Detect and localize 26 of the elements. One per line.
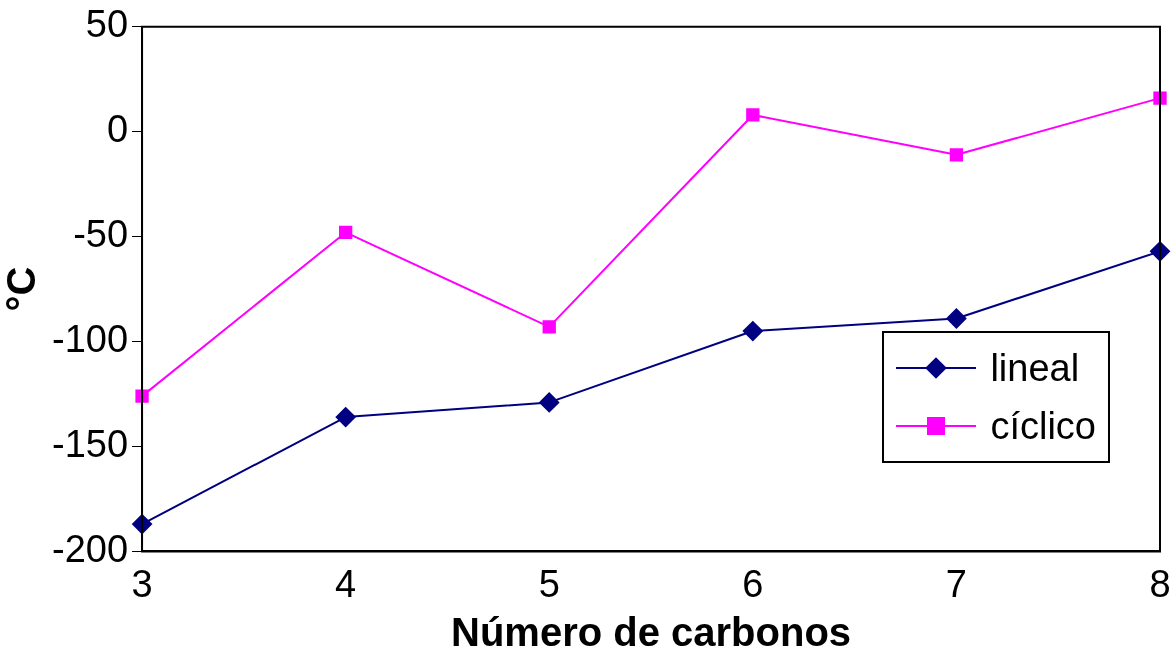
x-axis-title: Número de carbonos (450, 610, 852, 655)
y-tick-label: -100 (51, 318, 129, 361)
point (1153, 91, 1167, 105)
y-tick-label: 50 (85, 3, 129, 46)
y-tick-label: -200 (51, 527, 129, 570)
point (746, 108, 760, 122)
point (542, 320, 556, 334)
point (949, 148, 964, 162)
point (539, 392, 560, 413)
x-tick-label: 5 (538, 562, 560, 605)
point (742, 321, 763, 342)
legend-label: lineal (990, 346, 1080, 390)
x-tick-label: 6 (742, 562, 764, 605)
y-axis-title: °C (0, 266, 44, 312)
x-tick-label: 3 (131, 562, 153, 605)
x-tick-label: 8 (1149, 562, 1171, 605)
x-tick-label: 7 (945, 562, 967, 605)
y-tick-label: 0 (106, 108, 129, 151)
y-tick-label: -150 (51, 422, 129, 465)
point (135, 389, 149, 403)
point (338, 225, 353, 240)
point (335, 407, 356, 428)
x-tick-label: 4 (335, 562, 357, 605)
y-tick-label: -50 (73, 213, 129, 256)
point (946, 308, 967, 329)
legend-label: cíclico (990, 404, 1096, 448)
